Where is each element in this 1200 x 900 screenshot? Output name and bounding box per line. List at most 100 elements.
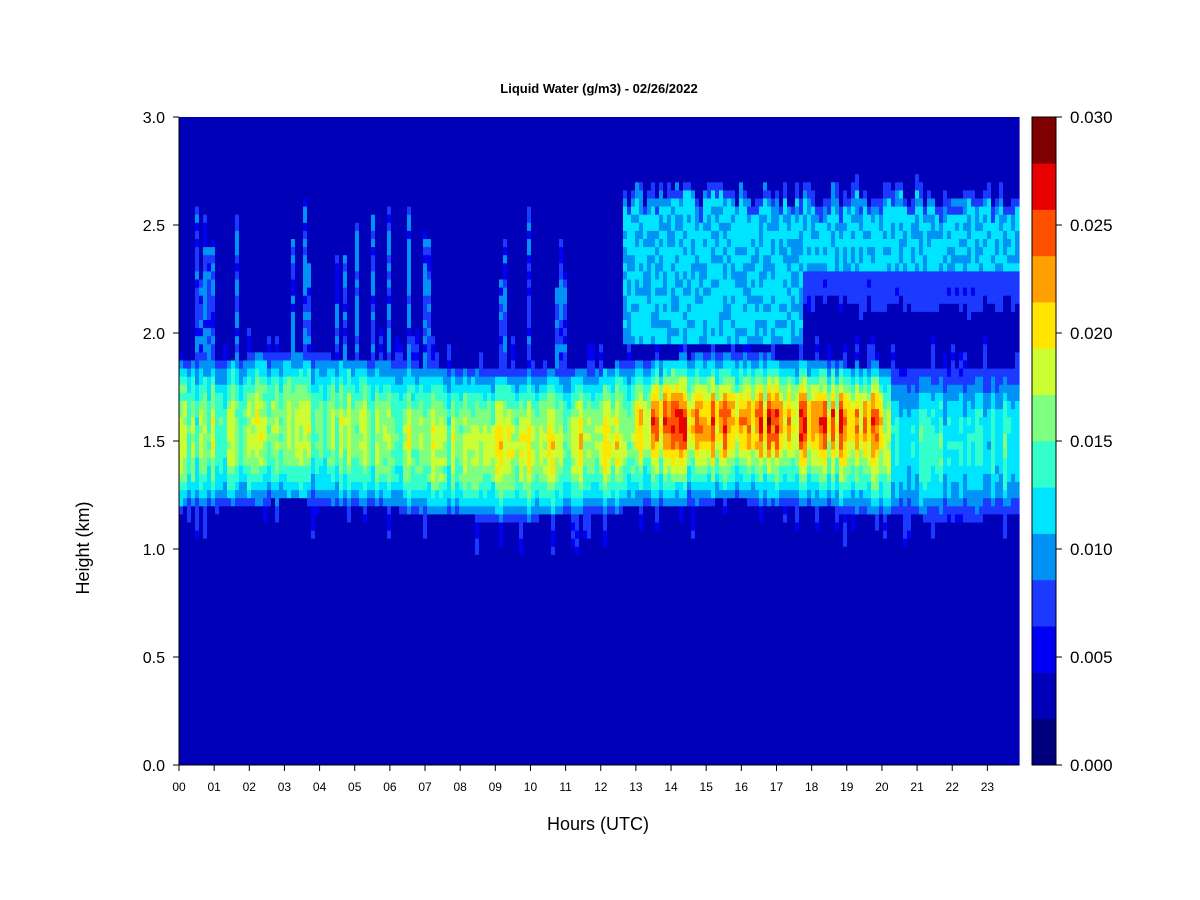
heatmap-cell <box>275 505 280 523</box>
heatmap-cell <box>227 400 232 410</box>
heatmap-cell <box>683 400 688 410</box>
heatmap-cell <box>487 376 492 385</box>
heatmap-cell <box>223 481 228 499</box>
x-tick-label: 00 <box>172 780 186 794</box>
heatmap-cell <box>763 279 768 304</box>
heatmap-cell <box>451 368 456 377</box>
heatmap-cell <box>275 384 280 418</box>
heatmap-cell <box>899 513 904 766</box>
heatmap-cell <box>315 505 320 515</box>
heatmap-cell <box>495 457 500 466</box>
heatmap-cell <box>651 181 656 199</box>
heatmap-cell <box>959 270 964 312</box>
heatmap-cell <box>647 449 652 458</box>
heatmap-cell <box>651 198 656 207</box>
heatmap-cell <box>235 295 240 312</box>
heatmap-cell <box>647 376 652 385</box>
heatmap-cell <box>391 416 396 450</box>
heatmap-cell <box>839 206 844 223</box>
heatmap-cell <box>207 279 212 320</box>
heatmap-cell <box>195 206 200 215</box>
heatmap-cell <box>891 505 896 515</box>
heatmap-cell <box>643 368 648 377</box>
heatmap-cell <box>663 311 668 320</box>
heatmap-cell <box>343 368 348 385</box>
heatmap-cell <box>855 189 860 199</box>
heatmap-cell <box>263 489 268 499</box>
heatmap-cell <box>431 392 436 410</box>
heatmap-cell <box>719 432 724 442</box>
heatmap-cell <box>875 505 880 515</box>
heatmap-cell <box>675 473 680 482</box>
heatmap-cell <box>395 432 400 442</box>
heatmap-cell <box>855 489 860 499</box>
heatmap-cell <box>527 513 532 523</box>
heatmap-cell <box>763 351 768 361</box>
heatmap-cell <box>471 424 476 450</box>
heatmap-cell <box>211 335 216 345</box>
heatmap-cell <box>547 481 552 491</box>
heatmap-cell <box>699 351 704 361</box>
heatmap-cell <box>307 343 312 353</box>
heatmap-cell <box>339 457 344 474</box>
heatmap-cell <box>211 449 216 458</box>
heatmap-cell <box>775 319 780 329</box>
heatmap-cell <box>387 505 392 515</box>
heatmap-cell <box>859 262 864 272</box>
heatmap-cell <box>471 497 476 507</box>
heatmap-cell <box>667 473 672 491</box>
heatmap-cell <box>359 441 364 450</box>
heatmap-cell <box>255 473 260 482</box>
heatmap-cell <box>683 376 688 393</box>
heatmap-cell <box>295 376 300 385</box>
heatmap-cell <box>987 270 992 304</box>
heatmap-cell <box>355 222 360 231</box>
heatmap-cell <box>623 408 628 442</box>
heatmap-cell <box>919 206 924 231</box>
heatmap-cell <box>455 392 460 418</box>
heatmap-cell <box>767 473 772 482</box>
heatmap-cell <box>967 198 972 215</box>
colorbar-swatch <box>1032 255 1056 303</box>
heatmap-cell <box>627 384 632 401</box>
heatmap-cell <box>983 497 988 515</box>
heatmap-cell <box>411 368 416 377</box>
heatmap-cell <box>711 262 716 280</box>
heatmap-cell <box>483 376 488 385</box>
heatmap-cell <box>919 198 924 207</box>
heatmap-cell <box>395 335 400 353</box>
y-tick-label: 2.0 <box>143 326 165 343</box>
heatmap-cell <box>907 497 912 531</box>
heatmap-cell <box>651 400 656 410</box>
heatmap-cell <box>443 392 448 410</box>
heatmap-cell <box>679 497 684 507</box>
heatmap-cell <box>267 376 272 385</box>
heatmap-cell <box>687 376 692 393</box>
heatmap-cell <box>1015 481 1020 499</box>
heatmap-cell <box>559 262 564 280</box>
heatmap-cell <box>843 117 848 191</box>
heatmap-cell <box>675 295 680 312</box>
heatmap-cell <box>747 262 752 272</box>
heatmap-cell <box>895 465 900 499</box>
heatmap-cell <box>675 230 680 256</box>
heatmap-cell <box>455 457 460 482</box>
heatmap-cell <box>387 513 392 531</box>
heatmap-cell <box>563 449 568 458</box>
heatmap-cell <box>375 489 380 499</box>
heatmap-cell <box>843 465 848 482</box>
heatmap-cell <box>851 181 856 199</box>
heatmap-cell <box>811 214 816 239</box>
heatmap-cell <box>575 408 580 418</box>
heatmap-cell <box>339 424 344 458</box>
heatmap-cell <box>815 360 820 369</box>
heatmap-cell <box>399 505 404 515</box>
heatmap-cell <box>763 457 768 466</box>
heatmap-cell <box>963 351 968 361</box>
heatmap-cell <box>303 481 308 499</box>
heatmap-cell <box>335 303 340 329</box>
heatmap-cell <box>627 343 632 353</box>
heatmap-cell <box>803 416 808 434</box>
heatmap-cell <box>759 319 764 329</box>
heatmap-cell <box>875 457 880 474</box>
